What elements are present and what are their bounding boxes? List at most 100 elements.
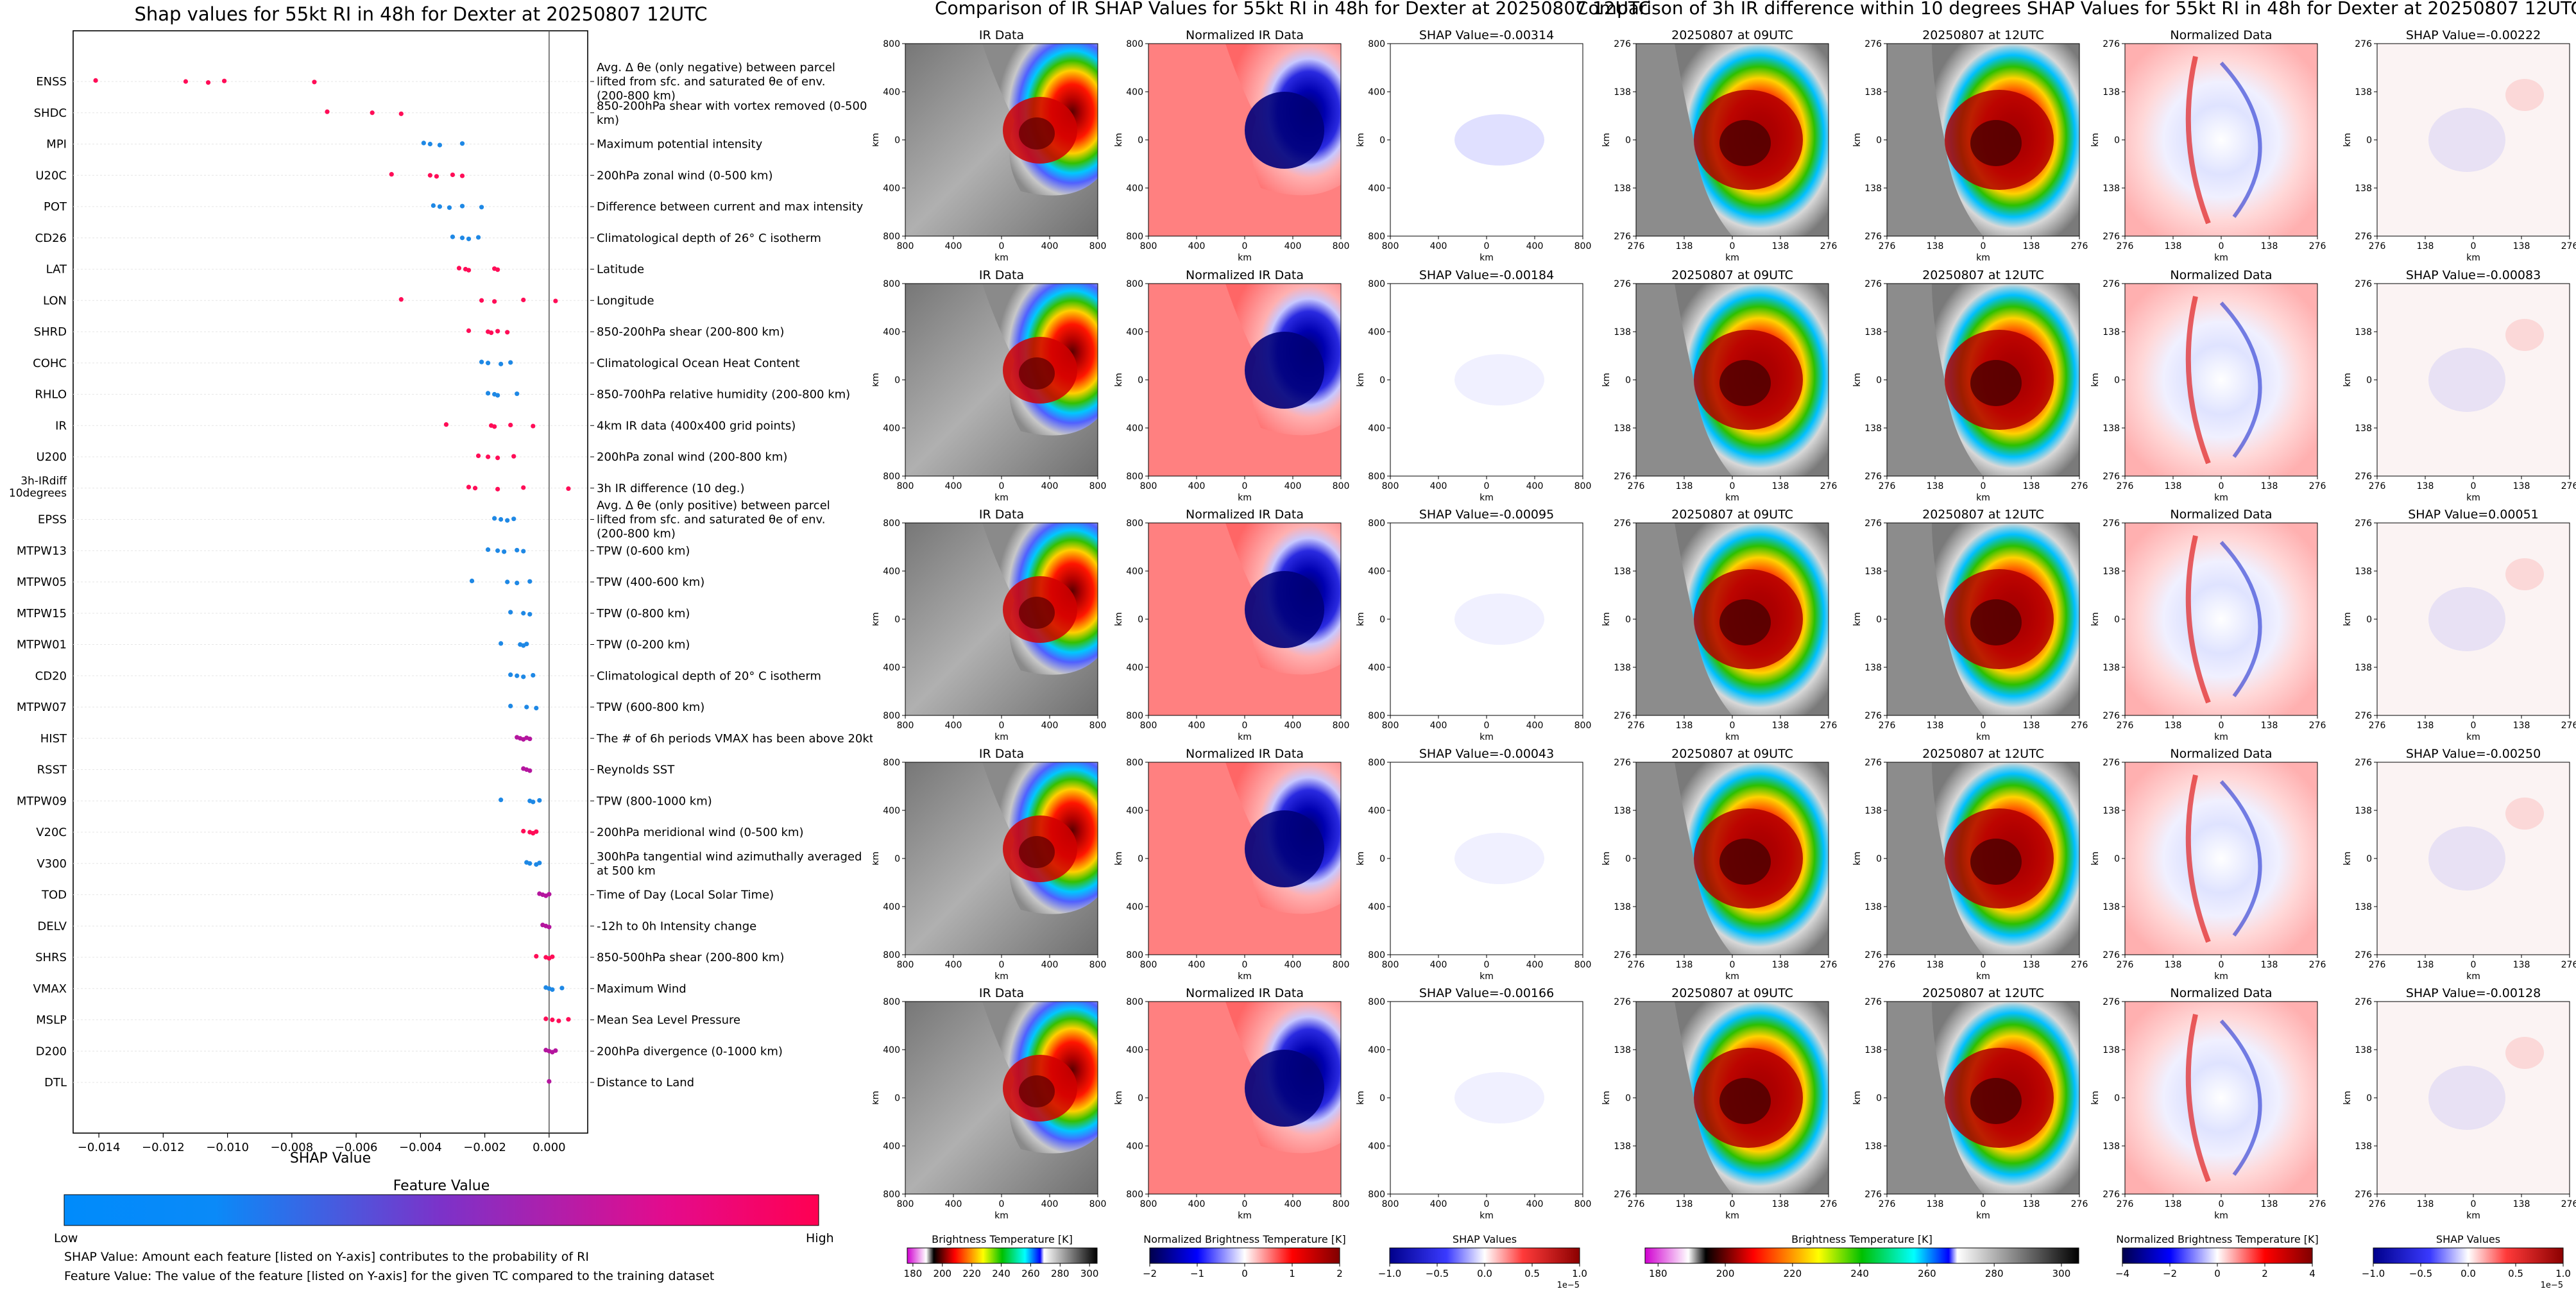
y-tick-label: 800 xyxy=(1368,39,1385,49)
shap-point xyxy=(479,205,484,210)
y-tick-label: 276 xyxy=(1614,711,1631,721)
feature-description: 3h IR difference (10 deg.) xyxy=(597,482,745,495)
x-tick-label: 400 xyxy=(1430,481,1447,491)
ir-storm-center xyxy=(1019,597,1055,629)
x-tick-label: 138 xyxy=(1927,1199,1944,1209)
shap-point xyxy=(524,642,529,647)
y-tick-label: 800 xyxy=(883,279,900,289)
colorbar-tick-label: 240 xyxy=(1850,1268,1869,1279)
x-tick-label: 800 xyxy=(1140,721,1157,731)
panel-title: 20250807 at 12UTC xyxy=(1922,508,2044,522)
x-tick-label: 800 xyxy=(897,960,914,970)
colorbar xyxy=(1389,1247,1580,1264)
panel-title: Normalized Data xyxy=(2170,28,2272,42)
y-tick-label: 400 xyxy=(1368,806,1385,816)
panel-title: Normalized IR Data xyxy=(1186,747,1304,761)
colorbar-tick-label: 2 xyxy=(1336,1268,1343,1279)
y-tick-label: 276 xyxy=(1614,279,1631,289)
feature-label: RHLO xyxy=(35,388,67,402)
shap-point xyxy=(450,172,456,178)
y-axis-label: km xyxy=(2342,1091,2353,1105)
shap-point xyxy=(508,422,513,428)
x-tick-label: 400 xyxy=(1284,1199,1302,1209)
y-tick-label: 400 xyxy=(1126,1141,1143,1152)
x-tick-label: 138 xyxy=(1676,241,1693,252)
y-axis-label: km xyxy=(2090,851,2101,866)
colorbar-label: Normalized Brightness Temperature [K] xyxy=(1143,1233,1346,1245)
y-tick-label: 138 xyxy=(2355,567,2372,577)
x-tick-label: 400 xyxy=(945,721,962,731)
y-tick-label: 400 xyxy=(1126,902,1143,912)
panel-title: SHAP Value=-0.00222 xyxy=(2406,28,2541,42)
diff-shap-blob xyxy=(2505,558,2544,590)
y-tick-label: 400 xyxy=(1368,1045,1385,1055)
y-tick-label: 276 xyxy=(2355,279,2372,289)
colorbar-tick-label: 220 xyxy=(962,1268,981,1279)
x-axis-label: km xyxy=(1480,1211,1494,1221)
panel-title: 20250807 at 09UTC xyxy=(1671,986,1793,1000)
y-tick-label: 800 xyxy=(1368,518,1385,529)
x-tick-label: 400 xyxy=(945,241,962,252)
y-tick-label: 800 xyxy=(883,232,900,242)
x-axis-label: km xyxy=(1238,253,1252,263)
y-tick-label: 0 xyxy=(1625,135,1631,146)
x-tick-label: 0 xyxy=(1730,241,1736,252)
y-tick-label: 0 xyxy=(1379,1093,1385,1104)
shap-point xyxy=(553,298,558,303)
y-tick-label: 138 xyxy=(2355,902,2372,912)
colorbar-tick-label: 240 xyxy=(992,1268,1011,1279)
y-tick-label: 276 xyxy=(2355,1190,2372,1200)
x-tick-label: 800 xyxy=(897,721,914,731)
x-tick-label: 800 xyxy=(1382,241,1399,252)
x-axis-label: km xyxy=(2214,1211,2228,1221)
shap-point xyxy=(466,484,472,490)
normalized-diff-arc xyxy=(2219,1019,2262,1176)
x-tick-label: 138 xyxy=(2261,721,2278,731)
colorbar xyxy=(2373,1247,2564,1264)
y-tick-label: 800 xyxy=(883,758,900,768)
shap-point xyxy=(221,78,227,83)
y-tick-label: 138 xyxy=(1864,87,1882,98)
colorbar-tick-label: −1.0 xyxy=(2362,1268,2385,1279)
feature-label: POT xyxy=(44,200,67,214)
x-tick-label: −0.004 xyxy=(399,1141,442,1154)
feature-label: V300 xyxy=(37,857,67,871)
colorbar-tick-label: 280 xyxy=(1985,1268,2004,1279)
feature-label: EPSS xyxy=(38,513,67,527)
y-tick-label: 0 xyxy=(1379,854,1385,864)
y-tick-label: 800 xyxy=(1126,711,1143,721)
x-tick-label: 0 xyxy=(2219,481,2224,491)
y-tick-label: 276 xyxy=(2355,472,2372,482)
y-tick-label: 0 xyxy=(894,1093,900,1104)
shap-point xyxy=(511,516,516,522)
shap-point xyxy=(521,828,526,833)
x-tick-label: 400 xyxy=(945,481,962,491)
y-tick-label: 138 xyxy=(1864,902,1882,912)
y-tick-label: 138 xyxy=(2355,87,2372,98)
shap-point xyxy=(547,892,552,897)
shap-image-blob xyxy=(1454,833,1544,884)
x-axis-label: km xyxy=(2214,971,2228,982)
feature-description: Maximum potential intensity xyxy=(597,138,763,151)
x-axis-label: km xyxy=(2214,732,2228,742)
y-tick-label: 400 xyxy=(1126,806,1143,816)
y-tick-label: 0 xyxy=(1379,615,1385,625)
shap-point xyxy=(427,141,432,147)
y-tick-label: 276 xyxy=(1614,232,1631,242)
shap-point xyxy=(505,579,510,585)
panel-title: IR Data xyxy=(979,28,1024,42)
y-axis-label: km xyxy=(2090,1091,2101,1105)
diff-shap-blob xyxy=(2428,108,2505,172)
shap-point xyxy=(495,548,500,553)
y-axis-label: km xyxy=(1852,851,1863,866)
diff-storm-center xyxy=(1970,839,2022,885)
shap-point xyxy=(524,704,529,710)
panel-title: SHAP Value=0.00051 xyxy=(2408,508,2539,522)
normalized-diff-arc xyxy=(2185,535,2211,704)
y-tick-label: 138 xyxy=(1614,806,1631,816)
x-tick-label: 400 xyxy=(1284,721,1302,731)
y-tick-label: 400 xyxy=(1368,327,1385,337)
y-tick-label: 0 xyxy=(1625,1093,1631,1104)
image-grids: Comparison of IR SHAP Values for 55kt RI… xyxy=(873,0,2576,1289)
colorbar-tick-label: 0.5 xyxy=(1524,1268,1540,1279)
